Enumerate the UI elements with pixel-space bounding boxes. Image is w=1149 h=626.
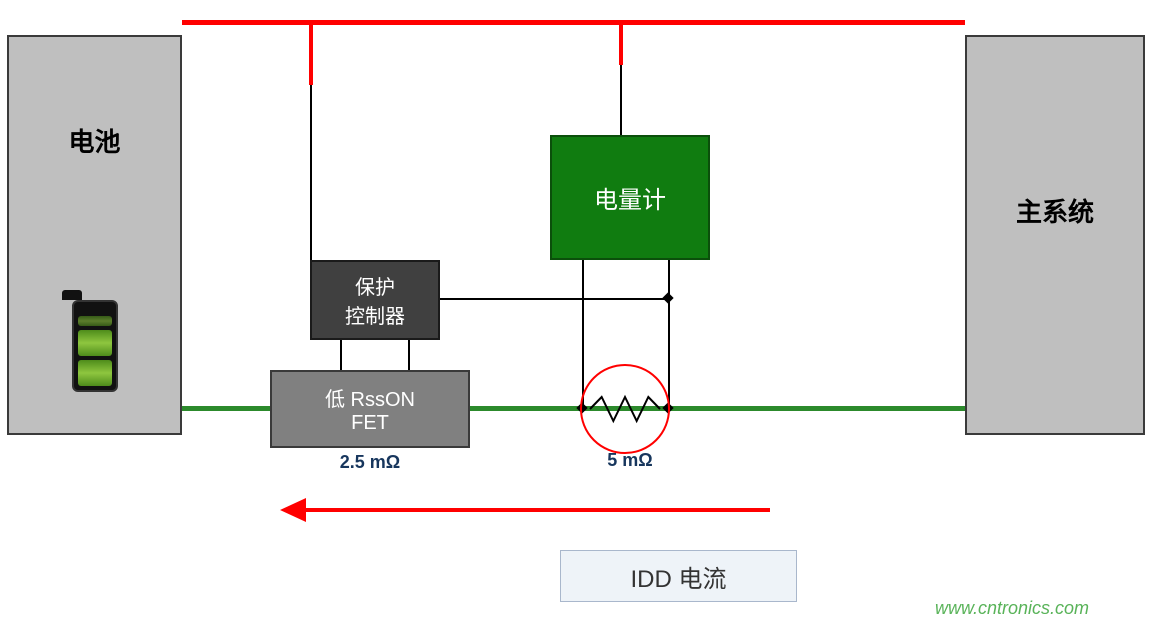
- fet-block: 低 RssON FET: [270, 370, 470, 448]
- fuel-gauge-block: 电量计: [550, 135, 710, 260]
- main-system-block: 主系统: [965, 35, 1145, 435]
- protect-controller-block: 保护 控制器: [310, 260, 440, 340]
- node-dot: [662, 292, 673, 303]
- wire: [440, 298, 670, 300]
- bottom-rail-left: [182, 406, 270, 411]
- wire: [408, 340, 410, 370]
- protect-controller-label: 保护 控制器: [345, 271, 405, 329]
- fet-label: 低 RssON FET: [325, 383, 415, 435]
- battery-label: 电池: [68, 122, 120, 159]
- sense-resistance-label: 5 mΩ: [570, 450, 690, 471]
- idd-current-label: IDD 电流: [631, 559, 727, 594]
- wire: [340, 340, 342, 370]
- fet-resistance-label: 2.5 mΩ: [300, 452, 440, 473]
- idd-current-box: IDD 电流: [560, 550, 797, 602]
- top-rail: [182, 20, 965, 25]
- bottom-rail-right: [470, 406, 965, 411]
- fuel-gauge-label: 电量计: [594, 180, 666, 215]
- watermark: www.cntronics.com: [935, 598, 1089, 619]
- wire-red: [619, 25, 623, 65]
- wire-red: [309, 25, 313, 85]
- current-arrow-head: [280, 498, 306, 522]
- main-system-label: 主系统: [1016, 192, 1094, 229]
- current-arrow-line: [304, 508, 770, 512]
- sense-resistor: [575, 359, 675, 459]
